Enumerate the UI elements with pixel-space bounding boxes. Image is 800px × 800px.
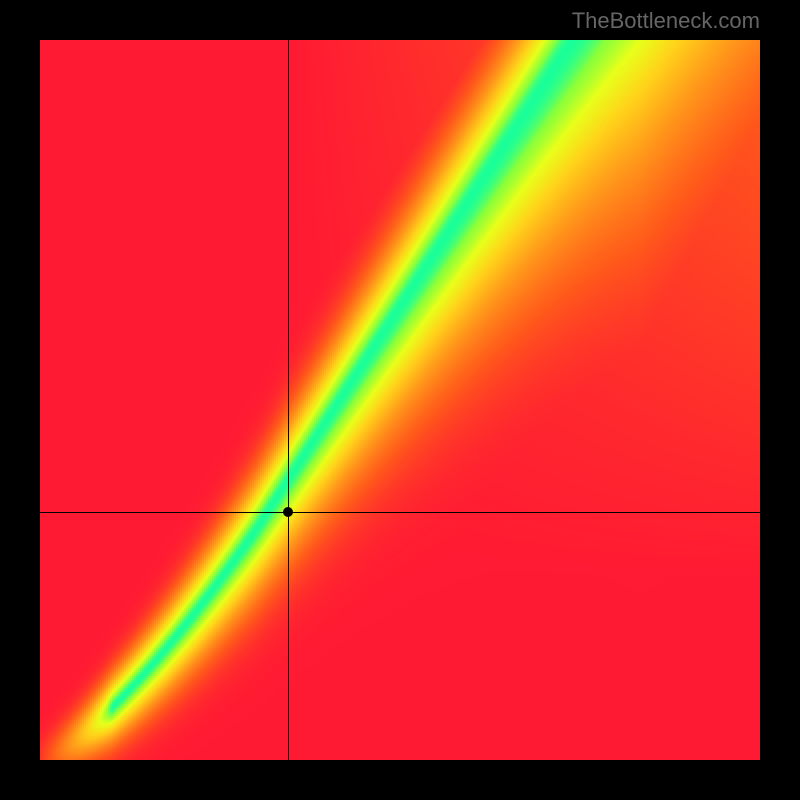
crosshair-vertical [288,40,289,760]
selection-marker[interactable] [283,507,293,517]
plot-area [40,40,760,760]
attribution-text: TheBottleneck.com [572,8,760,34]
crosshair-horizontal [40,512,760,513]
figure-container: TheBottleneck.com [0,0,800,800]
bottleneck-heatmap [40,40,760,760]
